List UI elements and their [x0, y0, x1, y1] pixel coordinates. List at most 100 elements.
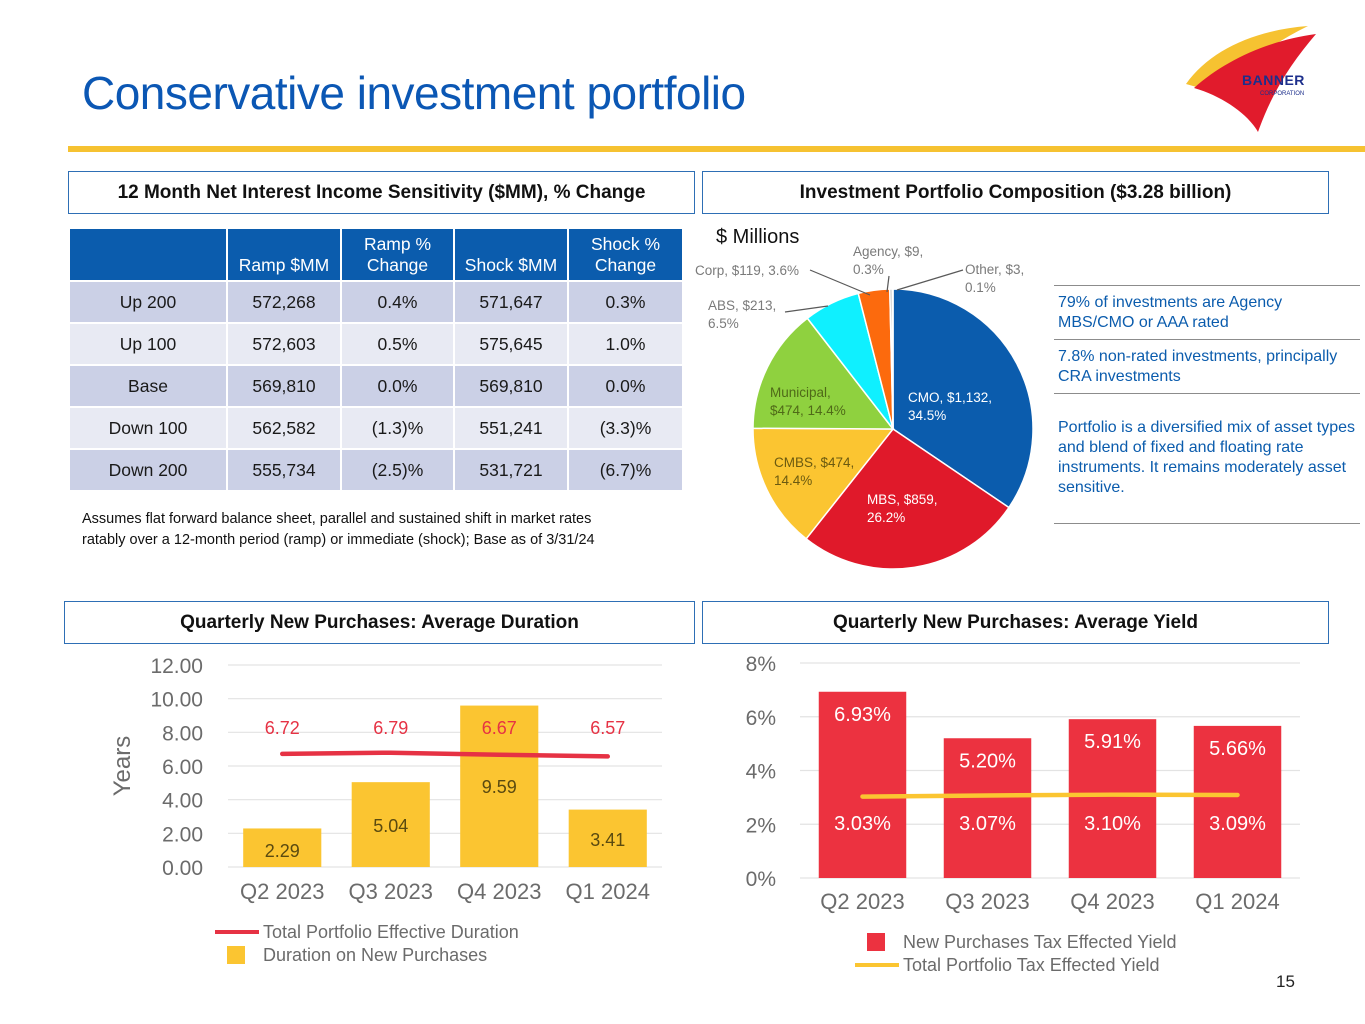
header-ramp-pct: Ramp % Change: [340, 227, 455, 282]
cell-shock-mm: 575,645: [453, 322, 569, 366]
y-tick-label: 4.00: [162, 790, 203, 813]
pie-leader-line: [886, 275, 890, 293]
bar-data-label: 5.91%: [1084, 731, 1141, 753]
header-scenario: [68, 227, 228, 282]
pie-data-label: $474, 14.4%: [770, 403, 846, 418]
cell-shock-pct: (6.7)%: [567, 448, 684, 492]
line-data-label: 6.57: [590, 718, 625, 738]
x-tick-label: Q1 2024: [566, 879, 650, 904]
cell-scenario: Down 100: [68, 406, 228, 450]
y-tick-label: 8%: [746, 653, 776, 676]
banner-logo: BANNER CORPORATION: [1186, 26, 1316, 132]
y-axis-label: Years: [109, 736, 136, 797]
table-header-row: Ramp $MM Ramp % Change Shock $MM Shock % C…: [68, 227, 684, 282]
bar-data-label: 3.41: [590, 830, 625, 850]
bar-q3-2023: [943, 738, 1032, 878]
section-header-nii: 12 Month Net Interest Income Sensitivity…: [68, 171, 695, 214]
cell-scenario: Up 200: [68, 280, 228, 324]
pie-unit-label: $ Millions: [716, 226, 800, 248]
cell-shock-mm: 569,810: [453, 364, 569, 408]
footnote-line: Assumes flat forward balance sheet, para…: [82, 511, 592, 527]
bar-q4-2023: [1068, 719, 1157, 878]
nii-sensitivity-table: Ramp $MM Ramp % Change Shock $MM Shock % C…: [68, 227, 684, 492]
composition-pie-chart: CMO, $1,132, 34.5% MBS, $859, 26.2% CMBS, $4…: [695, 244, 1034, 570]
y-tick-label: 0%: [746, 868, 776, 891]
logo-red-sail: [1194, 34, 1316, 132]
key-points: 79% of investments are Agency MBS/CMO or…: [1054, 285, 1360, 524]
cell-scenario: Down 200: [68, 448, 228, 492]
pie-slice-cmo: [892, 288, 1034, 509]
table-row: Up 200 572,268 0.4% 571,647 0.3%: [68, 280, 684, 324]
legend-label: Total Portfolio Tax Effected Yield: [903, 955, 1160, 975]
y-tick-label: 6%: [746, 707, 776, 730]
footnote-line: ratably over a 12-month period (ramp) or…: [82, 532, 595, 548]
legend-box-swatch: [867, 933, 885, 951]
bar-q3-2023: [351, 782, 430, 867]
legend-box-swatch: [227, 946, 245, 964]
pie-data-label: ABS, $213,: [708, 298, 776, 313]
header-shock-pct: Shock % Change: [567, 227, 684, 282]
x-tick-label: Q3 2023: [945, 889, 1029, 914]
key-point: 79% of investments are Agency MBS/CMO or…: [1054, 285, 1360, 339]
cell-shock-mm: 531,721: [453, 448, 569, 492]
bar-data-label: 2.29: [265, 841, 300, 861]
cell-scenario: Base: [68, 364, 228, 408]
bar-q2-2023: [818, 691, 907, 878]
y-tick-label: 6.00: [162, 756, 203, 779]
bar-data-label: 5.20%: [959, 750, 1016, 772]
pie-data-label: 0.1%: [965, 280, 996, 295]
pie-slice-municipal: [752, 317, 895, 430]
pie-data-label: Other, $3,: [965, 262, 1024, 277]
y-tick-label: 0.00: [162, 857, 203, 880]
pie-data-label: 14.4%: [774, 473, 812, 488]
pie-data-label: Agency, $9,: [853, 244, 923, 259]
cell-ramp-pct: 0.0%: [340, 364, 455, 408]
yield-chart: 0% 2% 4% 6% 8% 6.93% 5.20% 5.91% 5.66% 3.03% 3.07%…: [746, 653, 1300, 975]
cell-shock-pct: 1.0%: [567, 322, 684, 366]
y-tick-label: 2.00: [162, 823, 203, 846]
pie-data-label: Municipal,: [770, 385, 831, 400]
pie-data-label: MBS, $859,: [867, 492, 938, 507]
pie-data-label: 0.3%: [853, 262, 884, 277]
pie-leader-line: [809, 269, 871, 296]
bar-q2-2023: [243, 828, 322, 867]
header-ramp-mm: Ramp $MM: [226, 227, 342, 282]
pie-slice-other: [891, 288, 894, 430]
logo-sub: CORPORATION: [1260, 91, 1304, 97]
line-data-label: 3.09%: [1209, 813, 1266, 835]
bar-data-label: 9.59: [482, 777, 517, 797]
key-point: 7.8% non-rated investments, principally …: [1054, 339, 1360, 393]
table-row: Base 569,810 0.0% 569,810 0.0%: [68, 364, 684, 408]
pie-data-label: 34.5%: [908, 408, 946, 423]
slide-title: Conservative investment portfolio: [82, 67, 746, 119]
pie-data-label: 6.5%: [708, 316, 739, 331]
section-header-yield: Quarterly New Purchases: Average Yield: [702, 601, 1329, 644]
line-data-label: 6.67: [482, 718, 517, 738]
line-data-label: 6.72: [265, 718, 300, 738]
line-data-label: 3.03%: [834, 813, 891, 835]
bar-q4-2023: [460, 705, 539, 867]
key-points-divider: [1054, 523, 1360, 524]
pie-data-label: CMBS, $474,: [774, 455, 854, 470]
table-row: Down 200 555,734 (2.5)% 531,721 (6.7)%: [68, 448, 684, 492]
x-tick-label: Q4 2023: [457, 879, 541, 904]
y-tick-label: 2%: [746, 814, 776, 837]
y-tick-label: 8.00: [162, 722, 203, 745]
header-shock-mm: Shock $MM: [453, 227, 569, 282]
cell-shock-pct: 0.3%: [567, 280, 684, 324]
cell-ramp-pct: 0.4%: [340, 280, 455, 324]
title-divider: [68, 146, 1365, 152]
y-tick-label: 10.00: [150, 689, 203, 712]
cell-ramp-mm: 569,810: [226, 364, 342, 408]
page-number: 15: [1276, 972, 1295, 991]
table-row: Up 100 572,603 0.5% 575,645 1.0%: [68, 322, 684, 366]
pie-leader-line: [896, 269, 964, 291]
legend-label: New Purchases Tax Effected Yield: [903, 932, 1177, 952]
pie-leader-line: [784, 305, 829, 313]
line-data-label: 3.10%: [1084, 813, 1141, 835]
bar-data-label: 5.66%: [1209, 738, 1266, 760]
x-tick-label: Q4 2023: [1070, 889, 1154, 914]
pie-slice-mbs: [805, 427, 1010, 570]
pie-data-label: Corp, $119, 3.6%: [695, 263, 799, 278]
cell-ramp-mm: 555,734: [226, 448, 342, 492]
